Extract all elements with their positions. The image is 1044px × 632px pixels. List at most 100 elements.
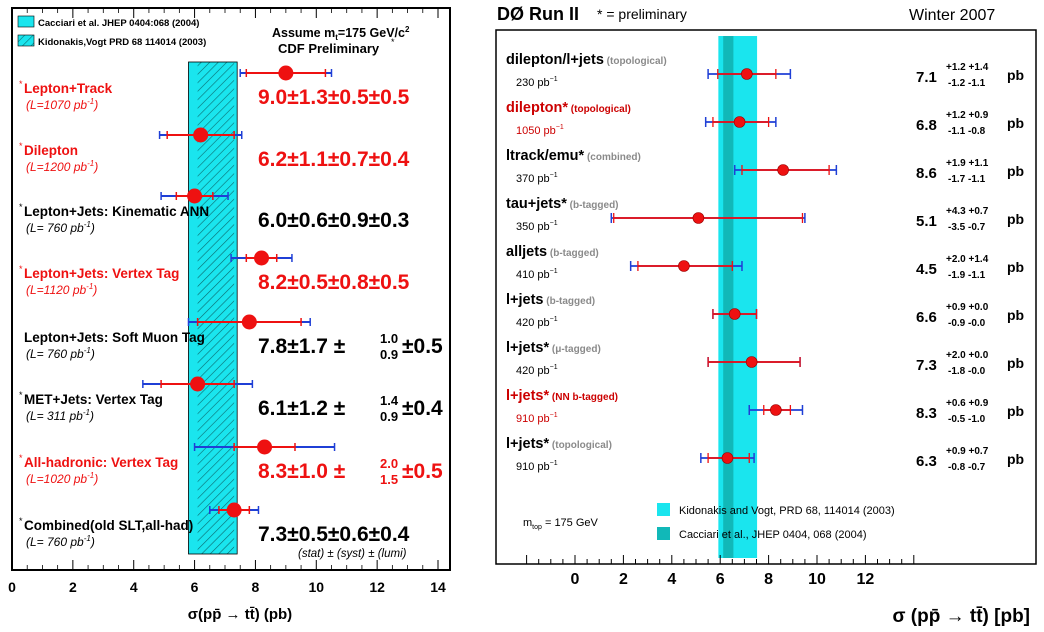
measurement-point xyxy=(745,356,758,368)
measurement-luminosity: (L=1120 pb-1) xyxy=(26,282,97,297)
legend-label-kidonakis: Kidonakis and Vogt, PRD 68, 114014 (2003… xyxy=(679,505,895,517)
measurement-luminosity: (L= 760 pb-1) xyxy=(26,346,95,361)
error-up: +2.0 +0.0 xyxy=(946,350,989,361)
measurement-value: 4.5 xyxy=(916,261,937,278)
measurement-star: * xyxy=(19,141,23,151)
measurement-label: Lepton+Track xyxy=(24,81,113,96)
x-tick-label: 4 xyxy=(130,579,138,595)
x-tick-label: 14 xyxy=(430,579,446,595)
syst-error-down: 1.5 xyxy=(380,472,398,487)
error-up: +1.9 +1.1 xyxy=(946,158,989,169)
measurement-label: l+jets* (μ-tagged) xyxy=(506,340,601,356)
x-tick-label: 0 xyxy=(8,579,16,595)
measurement-star: * xyxy=(19,516,23,526)
measurement-point xyxy=(226,502,242,518)
error-down: -0.9 -0.0 xyxy=(948,318,986,329)
measurement-point xyxy=(728,308,741,320)
error-down: -1.7 -1.1 xyxy=(948,174,986,185)
measurement-label: tau+jets* (b-tagged) xyxy=(506,196,619,212)
cacciari-band xyxy=(723,36,734,558)
measurement-luminosity: 910 pb−1 xyxy=(516,412,558,425)
preliminary-star: * xyxy=(391,37,395,47)
measurement-value: 6.6 xyxy=(916,309,937,326)
measurement-result: 7.8±1.7 ± xyxy=(258,335,346,358)
error-up: +1.2 +0.9 xyxy=(946,110,989,121)
x-tick-label: 10 xyxy=(808,571,826,588)
measurement-result: 9.0±1.3±0.5±0.5 xyxy=(258,86,410,109)
error-up: +2.0 +1.4 xyxy=(946,254,989,265)
measurement-result: 8.2±0.5±0.8±0.5 xyxy=(258,271,410,294)
unit-label: pb xyxy=(1007,259,1024,275)
unit-label: pb xyxy=(1007,403,1024,419)
measurement-luminosity: 230 pb−1 xyxy=(516,76,558,89)
measurement-label: Lepton+Jets: Vertex Tag xyxy=(24,266,179,281)
measurement-value: 7.3 xyxy=(916,357,937,374)
legend-label-kidonakis: Kidonakis,Vogt PRD 68 114014 (2003) xyxy=(38,37,206,48)
measurement-value: 6.3 xyxy=(916,453,937,470)
legend-swatch-cacciari xyxy=(17,15,35,28)
unit-label: pb xyxy=(1007,115,1024,131)
x-axis-title: σ(pp̄ → tt̄) (pb) xyxy=(188,606,292,623)
x-tick-label: 8 xyxy=(764,571,773,588)
measurement-luminosity: 350 pb−1 xyxy=(516,220,558,233)
unit-label: pb xyxy=(1007,355,1024,371)
measurement-point xyxy=(193,127,209,143)
measurement-luminosity: 410 pb−1 xyxy=(516,268,558,281)
measurement-result: 7.3±0.5±0.6±0.4 xyxy=(258,523,410,546)
measurement-luminosity: (L=1020 pb-1) xyxy=(26,471,98,486)
syst-error-up: 2.0 xyxy=(380,456,398,471)
x-tick-label: 8 xyxy=(252,579,260,595)
measurement-luminosity: (L= 760 pb-1) xyxy=(26,220,95,235)
measurement-star: * xyxy=(19,264,23,274)
x-tick-label: 6 xyxy=(191,579,199,595)
measurement-label: dilepton/l+jets (topological) xyxy=(506,52,667,68)
unit-label: pb xyxy=(1007,67,1024,83)
measurement-luminosity: (L= 311 pb-1) xyxy=(26,408,94,423)
measurement-label: Dilepton xyxy=(24,143,78,158)
measurement-value: 5.1 xyxy=(916,213,937,230)
measurement-star: * xyxy=(19,202,23,212)
legend-swatch-kidonakis xyxy=(657,503,670,516)
measurement-label: alljets (b-tagged) xyxy=(506,244,599,260)
measurement-star: * xyxy=(19,453,23,463)
legend-label-cacciari: Cacciari et al., JHEP 0404, 068 (2004) xyxy=(679,529,867,541)
measurement-luminosity: (L= 760 pb-1) xyxy=(26,534,95,549)
date-label: Winter 2007 xyxy=(909,7,995,24)
lumi-error: ±0.5 xyxy=(402,460,443,483)
x-tick-label: 10 xyxy=(308,579,324,595)
measurement-point xyxy=(678,260,690,272)
error-up: +1.2 +1.4 xyxy=(946,62,989,73)
x-tick-label: 12 xyxy=(369,579,385,595)
measurement-luminosity: (L=1200 pb-1) xyxy=(26,159,98,174)
error-up: +0.9 +0.7 xyxy=(946,446,989,457)
error-down: -3.5 -0.7 xyxy=(948,222,986,233)
measurement-label: Combined(old SLT,all-had) xyxy=(24,518,193,533)
measurement-point xyxy=(241,314,257,330)
band-outline xyxy=(188,61,238,555)
error-down: -1.9 -1.1 xyxy=(948,270,986,281)
d0-title: DØ Run II xyxy=(497,4,579,24)
mtop-label: mtop = 175 GeV xyxy=(523,517,599,531)
legend-swatch-cacciari xyxy=(657,527,670,540)
measurement-star: * xyxy=(19,390,23,400)
x-tick-label: 6 xyxy=(716,571,725,588)
measurement-result: 8.3±1.0 ± xyxy=(258,460,346,483)
legend-swatch-kidonakis xyxy=(17,34,35,47)
measurement-label: Lepton+Jets: Kinematic ANN xyxy=(24,204,209,219)
x-tick-label: 4 xyxy=(667,571,676,588)
x-tick-label: 2 xyxy=(619,571,628,588)
error-down: -0.5 -1.0 xyxy=(948,414,986,425)
measurement-point xyxy=(721,452,734,464)
measurement-value: 6.8 xyxy=(916,117,937,134)
error-up: +0.9 +0.0 xyxy=(946,302,989,313)
mass-assumption-label: Assume mt=175 GeV/c2 xyxy=(272,25,410,42)
x-tick-label: 0 xyxy=(571,571,580,588)
d0-frame xyxy=(495,29,1037,565)
error-down: -0.8 -0.7 xyxy=(948,462,986,473)
measurement-point xyxy=(254,250,270,266)
measurement-point xyxy=(770,404,782,416)
measurement-star: * xyxy=(19,79,23,89)
measurement-label: dilepton* (topological) xyxy=(506,100,631,116)
measurement-luminosity: (L=1070 pb-1) xyxy=(26,97,98,112)
lumi-error: ±0.4 xyxy=(402,397,443,420)
